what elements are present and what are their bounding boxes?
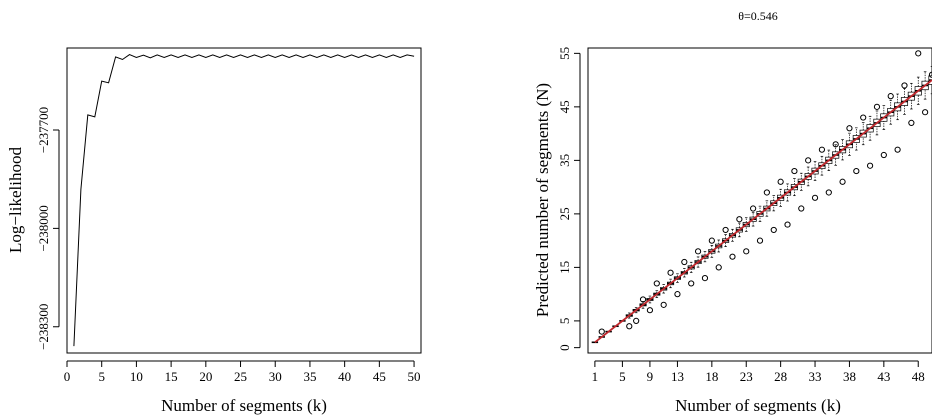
boxplot-y-tick-label: 0 [557,344,572,351]
boxplot-y-axis: 0 5 15 25 35 45 55 [557,47,581,351]
boxplot-outlier-point [832,141,839,148]
boxplot-outlier-point [653,280,660,287]
loglik-y-tick-label: −238000 [36,205,51,251]
boxplot-y-tick-label: 15 [557,261,572,274]
boxplot-outlier-point [908,119,915,127]
boxplot-outlier-point [894,146,901,153]
loglik-x-tick-label: 15 [165,369,178,384]
boxplot-outlier-point [860,114,867,121]
loglik-x-tick-label: 35 [303,369,316,384]
boxplot-outlier-point [798,205,805,212]
boxplot-outlier-point [667,269,674,276]
loglik-y-axis: −238300 −238000 −237700 [36,107,60,350]
boxplot-outlier-point [694,248,702,255]
boxplot-outlier-point [839,178,846,185]
boxplot-x-axis-label: Number of segments (k) [675,396,841,415]
boxplot-x-tick-label: 1 [592,369,599,384]
boxplot-outlier-point [756,237,764,244]
boxplot-outlier-point [708,237,715,244]
boxplot-y-tick-label: 45 [557,100,572,113]
boxplot-outlier-point [729,253,736,260]
loglik-chart: 0 5 10 15 20 25 30 35 40 45 50 −238300 −238000 −2377… [6,47,422,415]
boxplot-y-tick-label: 35 [557,154,572,167]
loglik-x-tick-label: 0 [64,369,71,384]
boxplot-outlier-point [887,93,894,100]
boxplot-outlier-point [901,82,908,89]
boxplot-outlier-point [736,216,743,223]
boxplot-x-tick-label: 33 [809,369,822,384]
loglik-x-axis-label: Number of segments (k) [161,396,327,415]
boxplot-outlier-point [915,50,922,57]
boxplot-outlier-point [880,151,887,159]
boxplot-y-tick-label: 55 [557,47,572,60]
boxplot-outlier-point [701,274,709,282]
boxplot-outlier-point [873,103,881,110]
loglik-x-tick-label: 25 [234,369,247,384]
boxplot-outlier-point [750,205,757,212]
boxplot-outlier-point [825,189,832,196]
boxplot-outlier-point [866,162,874,169]
boxplot-outlier-point [777,178,784,185]
boxplot-outlier-point [763,189,770,196]
boxplot-y-axis-label: Predicted number of segments (N) [533,83,552,317]
boxplot-outlier-point [770,226,777,234]
boxplot-reference-line [594,79,932,344]
boxplot-outlier-point [681,258,688,266]
boxplot-y-tick-label: 5 [557,318,572,325]
boxplot-x-tick-label: 5 [619,369,626,384]
boxplot-outlier-point [715,264,722,271]
loglik-line [73,54,415,347]
boxplot-outlier-point [811,194,819,201]
loglik-y-axis-label: Log−likelihood [6,147,25,253]
boxplot-x-tick-label: 28 [774,369,787,384]
boxplot-outlier-point [646,307,654,314]
loglik-y-tick-label: −238300 [36,304,51,350]
boxplot-outlier-point [633,317,640,324]
boxplot-x-tick-label: 9 [647,369,654,384]
boxplot-outlier-point [805,157,812,164]
loglik-series [73,54,415,347]
loglik-x-tick-label: 10 [130,369,143,384]
boxplot-outlier-point [598,328,605,335]
boxplot-outlier-point [784,221,791,228]
boxplot-title: θ=0.546 [738,9,778,23]
loglik-plot-frame [66,47,422,354]
boxplot-x-tick-label: 23 [740,369,753,384]
boxplot-outlier-point [639,296,647,303]
boxplot-outliers [598,50,932,335]
boxplot-x-axis: 1 5 9 13 18 23 28 33 38 43 48 [592,360,925,384]
boxplot-y-tick-label: 25 [557,207,572,220]
loglik-x-tick-label: 40 [338,369,351,384]
boxplot-x-tick-label: 18 [705,369,718,384]
loglik-x-tick-label: 50 [408,369,421,384]
boxplot-plot-frame [587,47,932,354]
segments-boxplot-chart: θ=0.546 1 5 9 13 18 23 28 33 38 43 48 051525354555… [533,9,932,415]
loglik-x-tick-label: 5 [98,369,105,384]
boxplot-outlier-point [660,301,667,308]
boxplot-outlier-point [722,226,729,234]
loglik-x-tick-label: 20 [199,369,212,384]
boxplot-outlier-point [922,109,929,116]
boxplot-outlier-point [626,323,633,330]
loglik-x-tick-label: 30 [269,369,282,384]
boxplot-outlier-point [791,167,798,175]
boxplot-x-tick-label: 48 [912,369,925,384]
boxplot-outlier-point [846,125,853,132]
loglik-x-tick-label: 45 [373,369,386,384]
boxplot-boxes [591,66,932,344]
loglik-x-axis: 0 5 10 15 20 25 30 35 40 45 50 [64,360,421,384]
boxplot-x-tick-label: 43 [877,369,890,384]
boxplot-reference-line-path [594,79,932,344]
boxplot-outlier-point [688,280,695,287]
boxplot-outlier-point [853,167,860,175]
boxplot-x-tick-label: 38 [843,369,856,384]
boxplot-outlier-point [743,248,750,255]
boxplot-x-tick-label: 13 [671,369,684,384]
boxplot-outlier-point [674,291,681,298]
loglik-y-tick-label: −237700 [36,107,51,153]
boxplot-outlier-point [928,71,932,78]
boxplot-outlier-point [818,146,826,153]
